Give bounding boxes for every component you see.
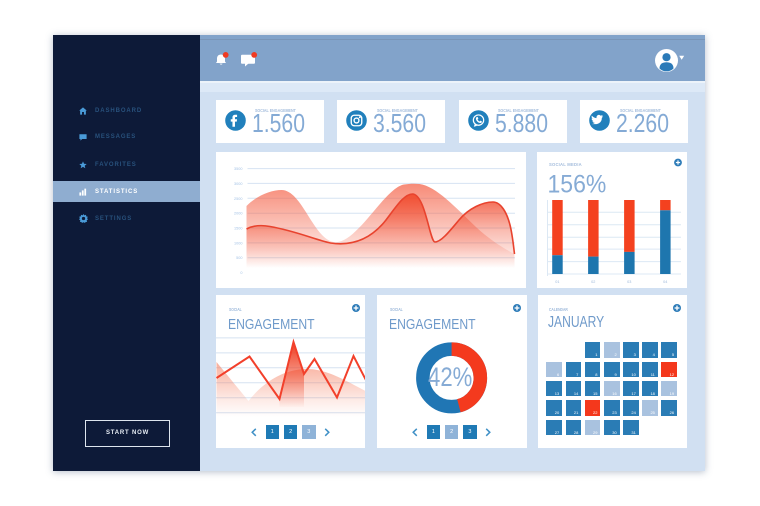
- svg-text:03: 03: [627, 280, 631, 284]
- svg-text:500: 500: [236, 256, 242, 260]
- svg-text:3500: 3500: [234, 167, 242, 171]
- svg-text:SOCIAL MEDIA: SOCIAL MEDIA: [549, 162, 582, 167]
- svg-text:2500: 2500: [234, 197, 242, 201]
- svg-text:01: 01: [555, 280, 559, 284]
- svg-text:2000: 2000: [234, 212, 242, 216]
- svg-text:1000: 1000: [234, 241, 242, 245]
- svg-text:156%: 156%: [548, 171, 607, 199]
- svg-text:3000: 3000: [234, 182, 242, 186]
- svg-text:1500: 1500: [234, 227, 242, 231]
- svg-text:0: 0: [240, 271, 242, 275]
- svg-text:02: 02: [591, 280, 595, 284]
- svg-text:04: 04: [663, 280, 667, 284]
